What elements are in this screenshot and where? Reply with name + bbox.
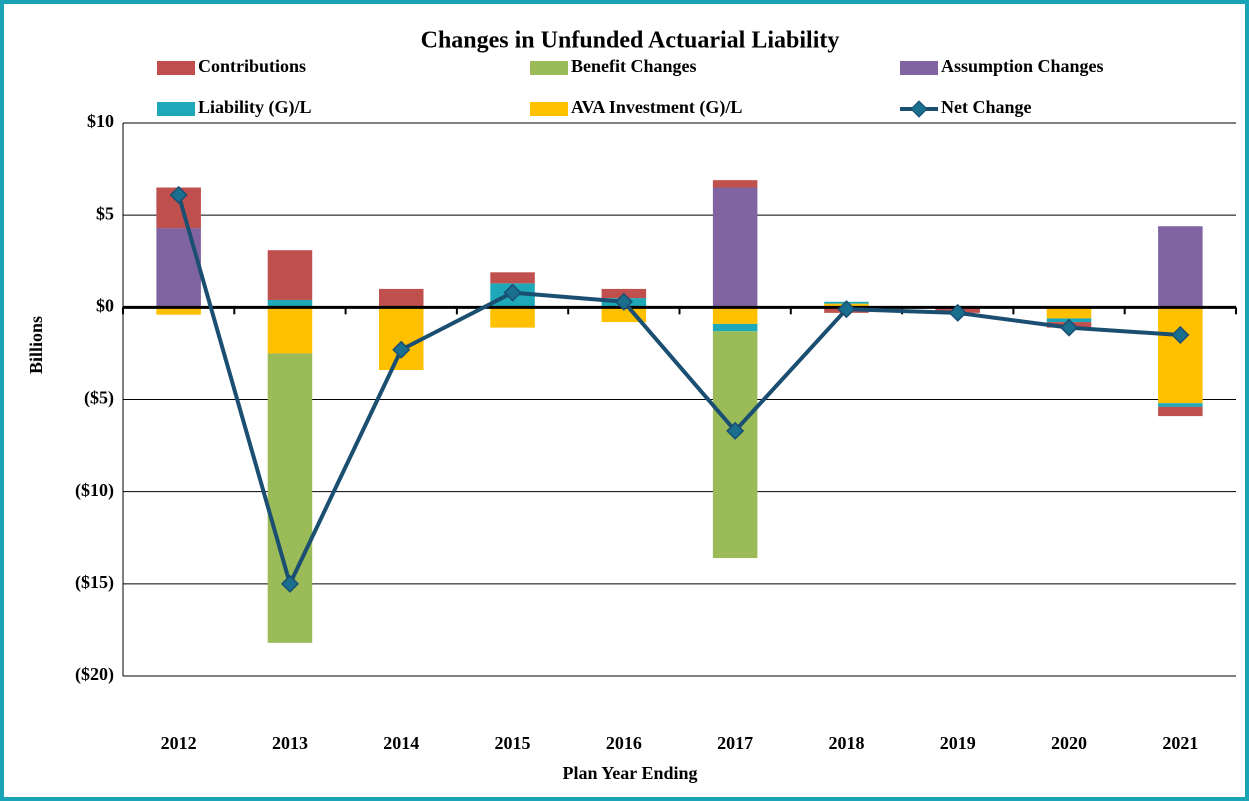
legend-label: Net Change (941, 97, 1032, 117)
legend-label: Liability (G)/L (198, 97, 312, 118)
y-tick-label: $10 (87, 111, 114, 131)
net-change-marker (837, 300, 856, 319)
y-tick-label: ($10) (75, 480, 114, 501)
x-tick-label: 2016 (606, 733, 642, 753)
x-tick-label: 2013 (272, 733, 308, 753)
legend-label: Assumption Changes (941, 56, 1104, 76)
x-tick-label: 2014 (383, 733, 419, 753)
net-change-marker (948, 303, 967, 322)
net-change-marker (280, 574, 300, 593)
bar (712, 180, 758, 188)
bar (490, 272, 535, 284)
bar (267, 250, 313, 300)
net-change-marker (1059, 318, 1079, 337)
x-tick-label: 2019 (940, 733, 976, 753)
net-change-marker (1171, 325, 1190, 345)
bar (601, 307, 647, 323)
bar (378, 288, 424, 308)
bar (712, 331, 758, 559)
legend-swatch (900, 61, 938, 75)
bar (1158, 406, 1203, 417)
chart-title: Changes in Unfunded Actuarial Liability (421, 28, 840, 54)
bar (378, 307, 424, 371)
legend-swatch (157, 102, 195, 116)
bar (1158, 226, 1203, 308)
y-tick-label: $5 (96, 203, 114, 223)
bar (1158, 403, 1203, 407)
net-change-marker (392, 340, 411, 359)
bar (1046, 307, 1092, 319)
legend-label: Contributions (198, 56, 306, 76)
net-change-marker (503, 283, 522, 302)
y-tick-label: $0 (96, 295, 114, 315)
net-change-marker (726, 421, 745, 440)
bar (267, 307, 313, 354)
bar (156, 228, 201, 308)
x-axis-label: Plan Year Ending (562, 763, 697, 783)
x-tick-label: 2017 (717, 733, 753, 753)
x-tick-label: 2015 (495, 733, 531, 753)
legend-swatch (530, 102, 568, 116)
bar (1158, 307, 1203, 404)
x-tick-label: 2020 (1051, 733, 1087, 753)
bar (712, 307, 758, 324)
x-tick-label: 2018 (828, 733, 864, 753)
bar (712, 187, 758, 308)
y-axis-label: Billions (26, 316, 46, 374)
bar (267, 353, 313, 643)
y-tick-label: ($15) (75, 572, 114, 593)
bar (156, 307, 201, 315)
legend-label: Benefit Changes (571, 56, 697, 76)
legend-swatch (910, 100, 928, 118)
x-tick-label: 2012 (161, 733, 197, 753)
net-change-marker (169, 185, 188, 204)
legend-swatch (530, 61, 568, 75)
legend-label: AVA Investment (G)/L (571, 97, 742, 118)
bar (267, 299, 313, 308)
y-tick-label: ($20) (75, 664, 114, 685)
y-tick-label: ($5) (84, 388, 114, 409)
x-tick-label: 2021 (1162, 733, 1198, 753)
legend-swatch (157, 61, 195, 75)
bar (712, 323, 758, 332)
net-change-line (176, 194, 1181, 586)
bar (490, 307, 535, 328)
net-change-marker (614, 292, 633, 311)
